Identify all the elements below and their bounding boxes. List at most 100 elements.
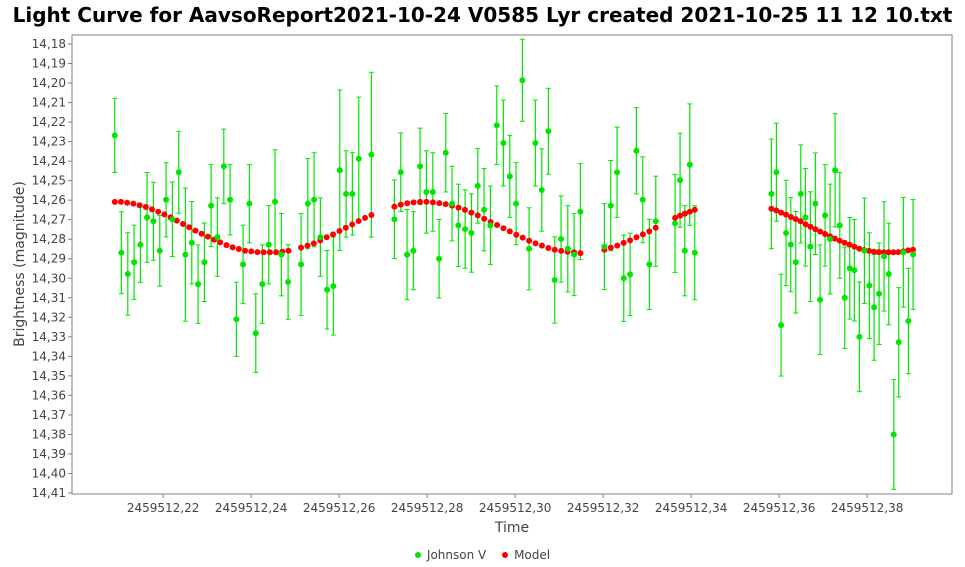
model-point <box>836 237 843 244</box>
model-point <box>310 240 317 247</box>
model-point <box>783 211 790 218</box>
model-point <box>330 231 337 238</box>
y-tick-label: 14,21 <box>32 96 66 110</box>
observation-point <box>672 220 679 227</box>
observation-point <box>278 251 285 258</box>
model-point <box>620 239 627 246</box>
x-tick-label: 2459512,24 <box>215 501 288 515</box>
model-point <box>192 227 199 234</box>
model-point <box>905 247 912 254</box>
model-point <box>614 242 621 249</box>
observation-point <box>832 167 839 174</box>
observation-point <box>330 283 337 290</box>
y-tick-label: 14,27 <box>32 213 66 227</box>
observation-point <box>856 333 863 340</box>
model-point <box>851 243 858 250</box>
model-point <box>217 239 224 246</box>
observation-point <box>686 161 693 168</box>
model-point <box>822 230 829 237</box>
x-tick-label: 2459512,34 <box>655 501 728 515</box>
observation-point <box>890 431 897 438</box>
model-point <box>304 242 311 249</box>
model-point <box>111 198 118 205</box>
observation-point <box>614 169 621 176</box>
observation-point <box>895 339 902 346</box>
legend-green-dot-icon <box>414 552 421 558</box>
observation-point <box>846 265 853 272</box>
model-point <box>545 245 552 252</box>
observation-point <box>787 241 794 248</box>
model-point <box>161 211 168 218</box>
model-point <box>646 228 653 235</box>
observation-point <box>324 286 331 293</box>
observation-point <box>607 202 614 209</box>
y-tick-label: 14,36 <box>32 388 66 402</box>
y-tick-label: 14,22 <box>32 115 66 129</box>
model-point <box>885 249 892 256</box>
observation-point <box>620 275 627 282</box>
y-tick-label: 14,35 <box>32 369 66 383</box>
observation-point <box>571 251 578 258</box>
observation-point <box>827 236 834 243</box>
model-point <box>481 215 488 222</box>
observation-point <box>500 139 507 146</box>
y-tick-label: 14,29 <box>32 252 66 266</box>
model-point <box>519 234 526 241</box>
observation-point <box>768 190 775 197</box>
legend-item-model: Model <box>502 548 550 562</box>
observation-point <box>417 163 424 170</box>
model-point <box>532 240 539 247</box>
observation-point <box>797 190 804 197</box>
y-tick-label: 14,26 <box>32 193 66 207</box>
model-point <box>223 242 230 249</box>
observation-point <box>317 234 324 241</box>
model-point <box>500 225 507 232</box>
model-point <box>870 248 877 255</box>
legend-label: Model <box>514 548 551 562</box>
observation-point <box>817 296 824 303</box>
observation-point <box>910 251 917 258</box>
observation-point <box>259 281 266 288</box>
model-point <box>890 249 897 256</box>
y-tick-label: 14,40 <box>32 467 66 481</box>
model-point <box>368 212 375 219</box>
model-point <box>831 235 838 242</box>
model-point <box>180 220 187 227</box>
observation-point <box>564 245 571 252</box>
model-point <box>142 204 149 211</box>
y-tick-label: 14,23 <box>32 135 66 149</box>
observation-point <box>252 330 259 337</box>
observation-point <box>355 155 362 162</box>
observation-point <box>526 245 533 252</box>
observation-point <box>137 241 144 248</box>
observation-point <box>807 243 814 250</box>
y-tick-label: 14,25 <box>32 174 66 188</box>
y-tick-label: 14,37 <box>32 408 66 422</box>
x-tick-label: 2459512,28 <box>391 501 464 515</box>
y-tick-label: 14,28 <box>32 232 66 246</box>
observation-point <box>792 259 799 266</box>
model-point <box>136 202 143 209</box>
model-point <box>875 249 882 256</box>
observation-point <box>836 222 843 229</box>
observation-point <box>163 196 170 203</box>
y-tick-label: 14,19 <box>32 57 66 71</box>
model-point <box>349 221 356 228</box>
observation-point <box>343 190 350 197</box>
observation-point <box>118 249 125 256</box>
observation-point <box>881 253 888 260</box>
observation-point <box>246 200 253 207</box>
observation-point <box>627 271 634 278</box>
model-point <box>404 200 411 207</box>
model-point <box>410 199 417 206</box>
observation-point <box>124 270 131 277</box>
model-point <box>474 212 481 219</box>
observation-point <box>410 247 417 254</box>
observation-point <box>214 234 221 241</box>
observation-point <box>150 218 157 225</box>
y-tick-label: 14,39 <box>32 447 66 461</box>
model-point <box>681 210 688 217</box>
model-point <box>397 201 404 208</box>
observation-point <box>391 216 398 223</box>
